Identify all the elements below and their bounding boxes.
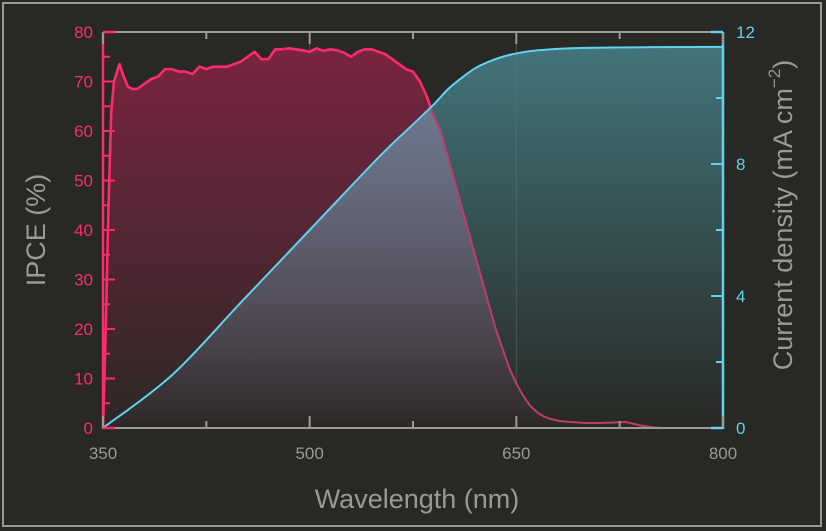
y-left-tick-label-0: 0 (84, 419, 93, 438)
y-left-tick-label-70: 70 (74, 73, 93, 92)
x-tick-label-800: 800 (709, 444, 737, 463)
y-left-tick-label-40: 40 (74, 221, 93, 240)
y-left-tick-label-30: 30 (74, 271, 93, 290)
y-left-tick-label-50: 50 (74, 172, 93, 191)
y-right-tick-label-0: 0 (736, 419, 745, 438)
x-tick-label-500: 500 (295, 444, 323, 463)
y-left-tick-label-20: 20 (74, 320, 93, 339)
y-right-tick-label-8: 8 (736, 155, 745, 174)
y-right-tick-label-12: 12 (736, 23, 755, 42)
y-left-tick-label-10: 10 (74, 370, 93, 389)
y-right-tick-label-4: 4 (736, 287, 745, 306)
x-tick-label-350: 350 (89, 444, 117, 463)
series-fills (103, 46, 723, 429)
x-axis-title: Wavelength (nm) (315, 484, 520, 514)
y-left-tick-label-60: 60 (74, 122, 93, 141)
right-y-axis-title-close: ) (768, 60, 798, 69)
right-y-axis-title: Current density (mA cm−2) (765, 60, 798, 370)
current-density-line (102, 45, 724, 429)
x-tick-label-650: 650 (502, 444, 530, 463)
series-lines (102, 45, 724, 429)
left-y-axis-title: IPCE (%) (21, 174, 51, 287)
y-left-tick-label-80: 80 (74, 23, 93, 42)
right-y-axis-title-superscript: −2 (765, 69, 784, 88)
axes (101, 30, 725, 430)
right-y-axis-title-base: Current density (mA cm (768, 88, 798, 370)
